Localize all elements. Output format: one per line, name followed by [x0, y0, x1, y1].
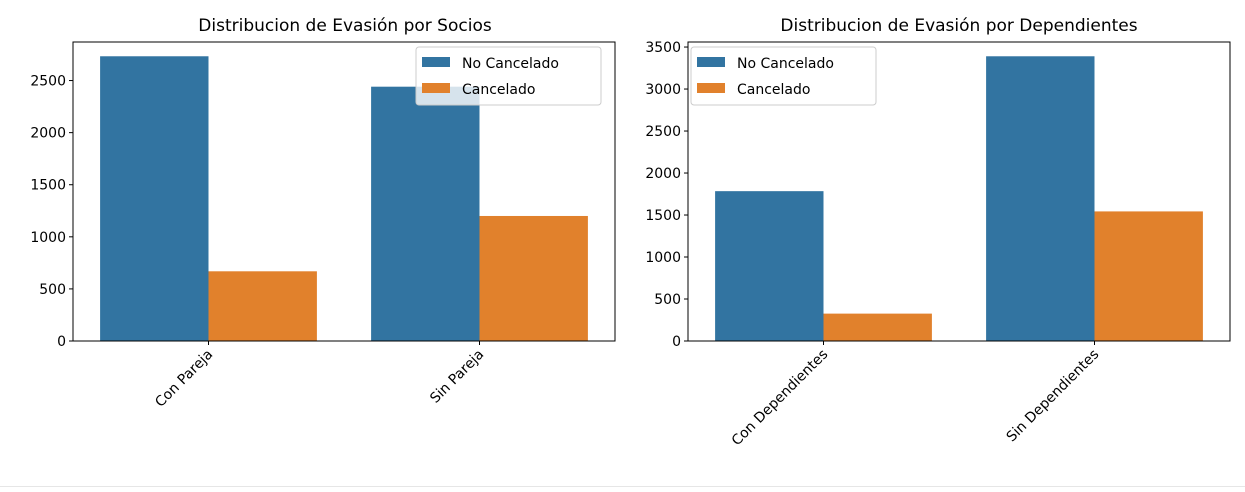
bar [479, 215, 588, 341]
bar [371, 86, 480, 341]
x-tick-label: Sin Dependientes [1004, 347, 1103, 446]
y-tick-label: 2000 [30, 126, 66, 142]
axes-frame [687, 41, 1231, 342]
legend-swatch [422, 83, 450, 93]
bar [986, 56, 1095, 341]
legend-label: No Cancelado [462, 56, 559, 72]
legend-label: Cancelado [462, 82, 535, 98]
legend: No Cancelado Cancelado [415, 46, 602, 106]
bar [208, 271, 317, 341]
y-tick-label: 2500 [30, 74, 66, 90]
chart-title: Distribucion de Evasión por Dependientes [780, 16, 1137, 36]
y-tick-label: 0 [672, 334, 681, 350]
legend-swatch [697, 83, 725, 93]
chart-dependientes: Distribucion de Evasión por Dependientes… [645, 16, 1231, 450]
legend-box [415, 46, 602, 106]
legend: No Cancelado Cancelado [690, 46, 877, 106]
bars-group [100, 56, 588, 342]
y-tick-label: 0 [57, 334, 66, 350]
y-tick-label: 500 [39, 282, 66, 298]
legend-swatch [422, 57, 450, 67]
y-tick-label: 2500 [645, 124, 681, 140]
y-tick-label: 3000 [645, 82, 681, 98]
legend-label: Cancelado [737, 82, 810, 98]
legend-label: No Cancelado [737, 56, 834, 72]
bar [100, 56, 209, 342]
axes-frame [72, 41, 616, 342]
bars-group [715, 56, 1203, 341]
x-tick-label: Con Dependientes [729, 347, 832, 450]
bottom-divider [0, 486, 1245, 487]
legend-box [690, 46, 877, 106]
y-tick-label: 1500 [645, 208, 681, 224]
y-tick-label: 1000 [30, 230, 66, 246]
legend-swatch [697, 57, 725, 67]
x-tick-label: Sin Pareja [427, 347, 487, 407]
bar [715, 191, 824, 341]
y-tick-label: 1500 [30, 178, 66, 194]
y-tick-label: 3500 [645, 40, 681, 56]
y-tick-label: 1000 [645, 250, 681, 266]
bar [823, 313, 932, 341]
chart-title: Distribucion de Evasión por Socios [198, 16, 492, 36]
y-tick-label: 500 [654, 292, 681, 308]
bar [1094, 211, 1203, 341]
y-tick-label: 2000 [645, 166, 681, 182]
x-tick-label: Con Pareja [152, 347, 216, 411]
chart-socios: Distribucion de Evasión por Socios 0 500 1… [30, 16, 616, 411]
